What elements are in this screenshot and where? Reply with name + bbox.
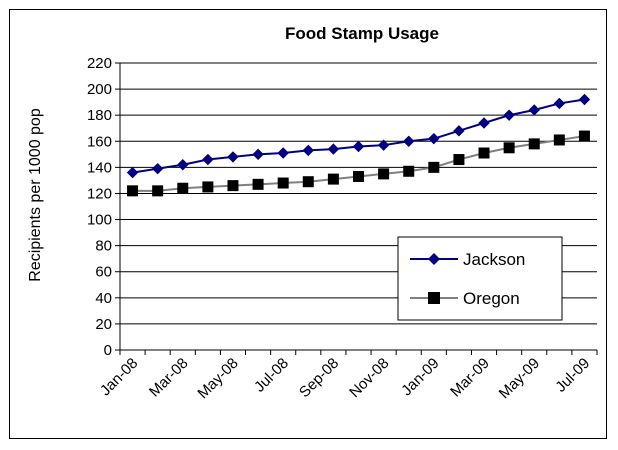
data-point xyxy=(327,143,340,155)
data-point xyxy=(302,144,314,157)
x-tick-label: Jul-09 xyxy=(552,355,593,396)
y-tick-label: 140 xyxy=(87,159,112,176)
y-tick-label: 0 xyxy=(104,342,112,359)
y-tick-label: 40 xyxy=(95,290,112,307)
x-tick-label: Mar-09 xyxy=(447,355,493,401)
x-tick-label: May-08 xyxy=(194,355,241,402)
data-point xyxy=(528,138,540,150)
series-jackson xyxy=(126,93,591,179)
data-point xyxy=(403,135,415,147)
data-point xyxy=(377,139,390,151)
series-layer xyxy=(126,93,591,197)
data-point xyxy=(528,104,540,116)
data-point xyxy=(126,166,139,179)
y-tick-label: 80 xyxy=(95,238,112,255)
data-point xyxy=(227,180,239,192)
data-point xyxy=(378,168,390,180)
data-point xyxy=(503,142,515,154)
y-tick-label: 160 xyxy=(87,133,112,150)
data-point xyxy=(478,117,490,129)
data-point xyxy=(353,170,364,182)
legend: Jackson Oregon xyxy=(397,236,563,321)
x-tick-label: Jan-08 xyxy=(97,355,141,399)
data-point xyxy=(453,125,465,137)
y-tick-label: 20 xyxy=(95,316,112,333)
data-point xyxy=(428,161,440,173)
data-point xyxy=(553,134,565,146)
y-tick-label: 200 xyxy=(87,81,112,98)
chart-title: Food Stamp Usage xyxy=(285,24,439,43)
legend-marker xyxy=(428,292,440,304)
y-tick-label: 220 xyxy=(87,55,112,72)
data-point xyxy=(403,165,415,177)
data-point xyxy=(127,185,139,197)
x-tick-label: Mar-08 xyxy=(146,355,192,401)
data-point xyxy=(202,181,214,193)
x-tick-label: Jul-08 xyxy=(251,355,292,396)
legend-label: Jackson xyxy=(463,250,525,269)
data-point xyxy=(578,93,591,106)
series-oregon xyxy=(127,130,590,197)
data-point xyxy=(152,185,164,197)
data-point xyxy=(177,182,189,194)
data-point xyxy=(453,154,465,166)
data-point xyxy=(227,151,239,163)
chart-frame: Food Stamp Usage Recipients per 1000 pop… xyxy=(9,9,607,439)
data-point xyxy=(503,109,515,121)
data-point xyxy=(302,176,314,188)
y-axis-title: Recipients per 1000 pop xyxy=(27,108,44,282)
data-point xyxy=(151,162,164,175)
y-tick-label: 60 xyxy=(95,264,112,281)
data-point xyxy=(252,148,264,161)
y-tick-label: 180 xyxy=(87,107,112,124)
data-point xyxy=(202,153,214,166)
data-point xyxy=(252,178,264,190)
x-tick-labels: Jan-08 Mar-08 May-08 Jul-08 Sep-08 Nov-08 Jan-… xyxy=(97,355,593,402)
legend-box xyxy=(397,236,563,321)
data-point xyxy=(277,177,289,189)
axes xyxy=(115,62,598,355)
gridlines xyxy=(120,62,597,325)
data-point xyxy=(578,130,590,142)
series-line xyxy=(132,98,585,174)
y-tick-labels: 0 20 40 60 80 100 120 140 160 180 200 220 xyxy=(87,55,112,359)
data-point xyxy=(277,147,289,159)
data-point xyxy=(553,97,566,110)
data-point xyxy=(478,147,490,159)
data-point xyxy=(352,140,365,153)
x-tick-label: Jan-09 xyxy=(398,355,442,399)
y-tick-label: 120 xyxy=(87,185,112,202)
data-point xyxy=(327,173,339,185)
legend-marker xyxy=(428,253,440,265)
y-tick-label: 100 xyxy=(87,212,112,229)
x-tick-label: Sep-08 xyxy=(296,355,342,401)
x-tick-label: May-09 xyxy=(496,355,543,402)
legend-label: Oregon xyxy=(463,289,520,308)
data-point xyxy=(177,159,189,171)
data-point xyxy=(428,132,440,145)
x-tick-label: Nov-08 xyxy=(346,355,392,401)
chart-svg: Food Stamp Usage Recipients per 1000 pop… xyxy=(27,24,598,402)
